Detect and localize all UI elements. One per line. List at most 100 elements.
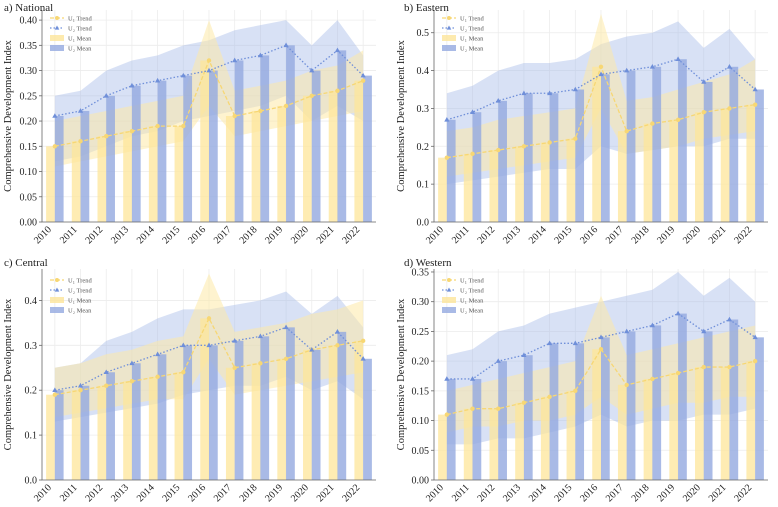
x-tick-label: 2022 [340, 224, 362, 246]
bar-u1-2017 [225, 116, 235, 222]
legend-swatch-u1_mean [50, 297, 64, 303]
bar-u2-2021 [337, 331, 347, 480]
y-tick-label: 0.15 [20, 142, 38, 153]
trend-point-u2 [649, 63, 655, 69]
legend-swatch-u2_mean [442, 45, 456, 51]
bar-u2-2020 [311, 349, 321, 480]
bar-u1-2012 [489, 150, 499, 222]
bar-u1-2019 [277, 105, 287, 222]
x-tick-label: 2022 [340, 482, 362, 504]
bar-u1-2017 [617, 131, 627, 222]
legend-label-u1_trend: U₁ Trend [460, 15, 485, 22]
bar-u1-2016 [592, 349, 601, 480]
bar-u1-2022 [354, 80, 364, 223]
trend-point-u2 [649, 322, 655, 328]
trend-point-u2 [257, 333, 263, 339]
trend-point-u2 [77, 382, 84, 388]
trend-point-u2 [752, 334, 758, 340]
bar-u2-2011 [472, 112, 482, 222]
bar-u1-2020 [695, 112, 704, 222]
y-axis-label: Comprehensive Development Index [396, 298, 407, 450]
bar-u1-2016 [200, 60, 209, 222]
y-tick-label: 0.05 [20, 192, 38, 203]
bar-u2-2010 [54, 390, 64, 480]
legend-marker [446, 25, 452, 30]
bar-u2-2022 [755, 337, 764, 480]
trend-point-u1 [521, 400, 527, 405]
trend-point-u2 [675, 310, 681, 316]
trend-point-u1 [444, 155, 450, 160]
x-tick-label: 2022 [732, 224, 754, 246]
trend-point-u1 [547, 394, 552, 399]
trend-point-u2 [52, 387, 58, 393]
bar-u1-2015 [174, 126, 184, 222]
trend-point-u1 [104, 133, 109, 139]
trend-point-u1 [52, 144, 58, 149]
trend-point-u2 [547, 90, 553, 96]
bar-u2-2012 [498, 100, 507, 222]
bar-u2-2015 [183, 345, 193, 480]
x-tick-label: 2012 [83, 482, 105, 504]
y-tick-label: 0.3 [417, 104, 430, 115]
bar-u1-2013 [515, 146, 524, 222]
bar-u2-2021 [337, 50, 347, 222]
bar-u2-2010 [446, 378, 456, 480]
legend-swatch-u2_mean [50, 45, 64, 51]
bar-u2-2018 [652, 66, 662, 223]
trend-point-u1 [470, 151, 475, 157]
bar-u1-2021 [328, 90, 338, 222]
bar-u1-2019 [669, 119, 679, 222]
trend-point-u1 [335, 88, 340, 93]
bar-u1-2021 [720, 108, 730, 222]
legend-label-u2_mean: U₂ Mean [68, 45, 92, 52]
legend-swatch-u1_mean [442, 297, 456, 303]
x-tick-label: 2014 [527, 482, 549, 504]
y-axis-label: Comprehensive Development Index [3, 39, 14, 191]
trend-point-u1 [650, 376, 655, 382]
y-tick-label: 0.30 [412, 297, 430, 308]
bar-u2-2014 [549, 93, 559, 223]
trend-point-u2 [624, 67, 630, 73]
bar-u2-2013 [131, 85, 141, 222]
x-tick-label: 2016 [186, 224, 208, 246]
trend-point-u2 [547, 340, 553, 346]
y-tick-label: 0.5 [417, 28, 430, 39]
y-tick-label: 0.25 [20, 91, 38, 102]
trend-point-u1 [360, 338, 366, 344]
trend-point-u2 [180, 72, 186, 78]
bar-u2-2012 [498, 361, 507, 480]
x-tick-label: 2011 [450, 482, 472, 504]
bar-u1-2010 [438, 414, 447, 480]
x-tick-label: 2018 [630, 482, 652, 504]
x-tick-label: 2011 [58, 482, 80, 504]
bar-u1-2013 [515, 402, 524, 480]
panel-title: c) Central [4, 257, 48, 269]
bar-u1-2017 [617, 384, 627, 480]
x-tick-label: 2017 [212, 482, 234, 504]
x-tick-label: 2021 [315, 224, 337, 246]
y-tick-label: 0.4 [25, 296, 38, 307]
trend-point-u2 [701, 328, 707, 334]
bar-u2-2020 [703, 81, 713, 222]
x-tick-label: 2015 [161, 224, 183, 246]
x-tick-label: 2017 [604, 224, 626, 246]
legend-label-u2_trend: U₂ Trend [460, 287, 485, 294]
trend-point-u1 [650, 121, 655, 126]
trend-point-u2 [283, 324, 289, 330]
trend-point-u2 [598, 334, 604, 340]
y-tick-label: 0.35 [20, 41, 38, 52]
trend-point-u1 [232, 113, 237, 119]
x-tick-label: 2022 [732, 482, 754, 504]
legend: U₁ Trend U₂ Trend U₁ Mean U₂ Mean [50, 15, 93, 52]
legend-label-u2_trend: U₂ Trend [68, 25, 93, 32]
bar-u2-2019 [286, 45, 295, 223]
panel-title: b) Eastern [404, 2, 449, 14]
bar-u2-2010 [54, 116, 64, 222]
legend: U₁ Trend U₂ Trend U₁ Mean U₂ Mean [50, 277, 93, 314]
x-tick-label: 2011 [58, 224, 80, 246]
trend-point-u1 [129, 379, 135, 384]
legend-marker [447, 16, 451, 20]
trend-point-u2 [624, 328, 630, 334]
